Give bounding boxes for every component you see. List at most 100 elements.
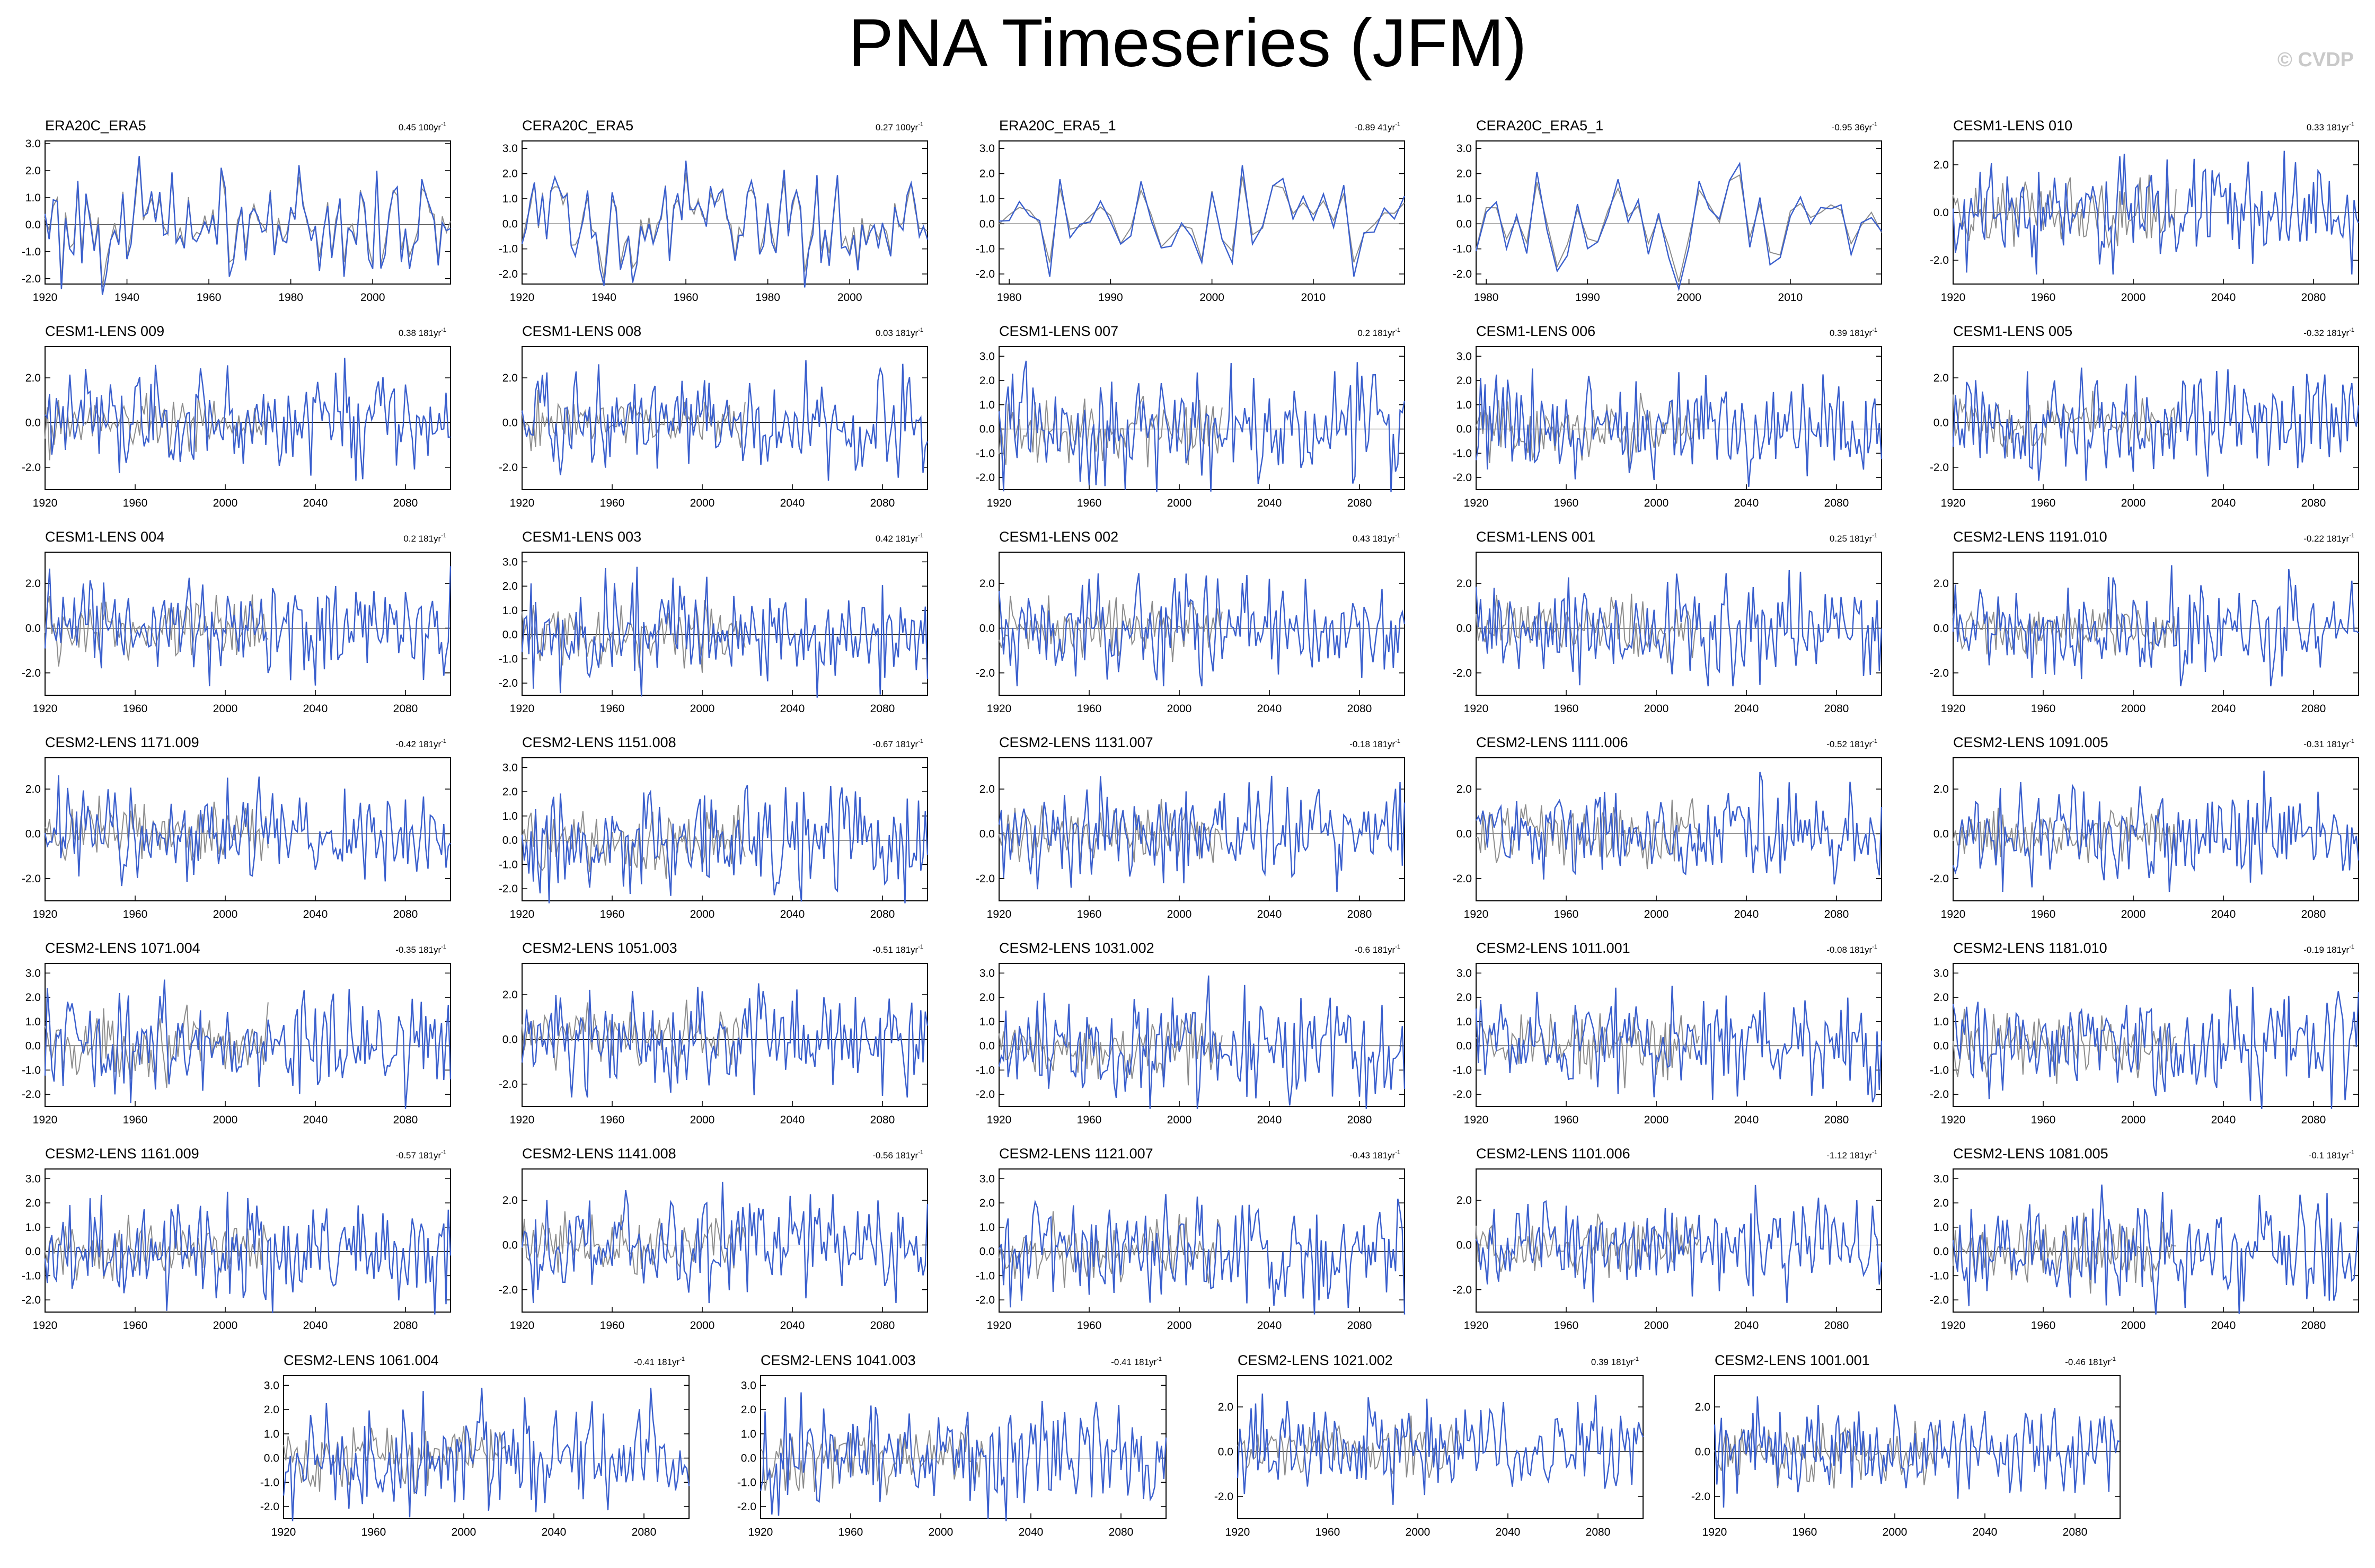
trend-label: -0.95 36yr-1 bbox=[1832, 121, 1877, 132]
panel-title: CESM1-LENS 008 bbox=[522, 323, 641, 339]
x-tick-label: 1920 bbox=[987, 908, 1012, 920]
pna-panel: CESM2-LENS 1061.004 -0.41 181yr-1 3.0 2.0 1.… bbox=[260, 1352, 690, 1538]
y-tick-label: 0.0 bbox=[502, 1239, 518, 1251]
x-tick-label: 1920 bbox=[1702, 1526, 1727, 1538]
y-tick-label: 0.0 bbox=[979, 1246, 995, 1258]
y-tick-label: 0.0 bbox=[25, 417, 41, 429]
reanalysis-line bbox=[44, 156, 451, 295]
x-tick-label: 1920 bbox=[748, 1526, 773, 1538]
y-tick-label: 2.0 bbox=[1933, 372, 1949, 384]
panel-title: CESM2-LENS 1001.001 bbox=[1715, 1352, 1870, 1368]
panel-title: CESM1-LENS 010 bbox=[1953, 118, 2072, 134]
x-tick-label: 2040 bbox=[1496, 1526, 1521, 1538]
x-tick-label: 1960 bbox=[2031, 497, 2056, 509]
y-tick-label: 0.0 bbox=[979, 622, 995, 634]
x-tick-label: 2080 bbox=[2301, 908, 2326, 920]
pna-panel: CESM2-LENS 1191.010 -0.22 181yr-1 2.0 0.0 -2… bbox=[1930, 529, 2359, 715]
panel-title: CESM1-LENS 001 bbox=[1476, 529, 1595, 545]
x-tick-label: 2080 bbox=[393, 1114, 418, 1126]
x-tick-label: 1960 bbox=[838, 1526, 863, 1538]
y-tick-label: 0.0 bbox=[1456, 622, 1472, 634]
x-tick-label: 1960 bbox=[600, 908, 625, 920]
y-tick-label: 2.0 bbox=[502, 168, 518, 180]
plot-frame bbox=[522, 552, 928, 696]
x-tick-label: 1960 bbox=[600, 703, 625, 715]
panel-title: CESM2-LENS 1081.005 bbox=[1953, 1146, 2108, 1162]
x-tick-label: 2000 bbox=[2121, 703, 2146, 715]
model-line bbox=[521, 566, 929, 698]
x-tick-label: 2080 bbox=[1347, 1114, 1372, 1126]
x-tick-label: 2010 bbox=[1301, 291, 1326, 304]
plot-frame bbox=[45, 1168, 451, 1313]
reanalysis-line bbox=[521, 161, 929, 288]
y-tick-label: 0.0 bbox=[1933, 207, 1949, 219]
trend-label: -0.31 181yr-1 bbox=[2303, 738, 2354, 749]
x-tick-label: 1920 bbox=[510, 291, 535, 304]
x-tick-label: 1920 bbox=[987, 1114, 1012, 1126]
y-tick-label: 3.0 bbox=[1933, 1173, 1949, 1185]
x-tick-label: 2000 bbox=[1644, 497, 1669, 509]
y-tick-label: 1.0 bbox=[1456, 193, 1472, 205]
y-tick-label: -1.0 bbox=[260, 1476, 279, 1489]
y-tick-label: -2.0 bbox=[22, 273, 41, 285]
y-tick-label: -1.0 bbox=[976, 447, 995, 459]
y-tick-label: 3.0 bbox=[25, 138, 41, 150]
plot-frame bbox=[522, 757, 928, 901]
x-tick-label: 1960 bbox=[674, 291, 699, 304]
pna-panel: ERA20C_ERA5_1 -0.89 41yr-1 3.0 2.0 1.0 0.0 -1.… bbox=[976, 118, 1406, 304]
pna-panel: CESM2-LENS 1081.005 -0.1 181yr-1 3.0 2.0 1.0… bbox=[1930, 1146, 2360, 1332]
y-tick-label: 0.0 bbox=[502, 629, 518, 641]
y-tick-label: 1.0 bbox=[264, 1428, 279, 1440]
x-tick-label: 1960 bbox=[2031, 1319, 2056, 1332]
y-tick-label: 0.0 bbox=[979, 1040, 995, 1052]
observation-line bbox=[1476, 798, 1700, 870]
pna-panel: CESM1-LENS 004 0.2 181yr-1 2.0 0.0 -2.0 1920 1… bbox=[22, 529, 452, 715]
y-tick-label: -1.0 bbox=[1453, 243, 1472, 255]
y-tick-label: -2.0 bbox=[737, 1501, 756, 1513]
y-tick-label: 2.0 bbox=[502, 1194, 518, 1207]
y-tick-label: 1.0 bbox=[25, 1221, 41, 1234]
y-tick-label: -2.0 bbox=[1453, 873, 1472, 885]
y-tick-label: 3.0 bbox=[1933, 967, 1949, 979]
x-tick-label: 1920 bbox=[510, 908, 535, 920]
x-tick-label: 2000 bbox=[1167, 1319, 1192, 1332]
model-line bbox=[44, 1191, 452, 1315]
x-tick-label: 1980 bbox=[755, 291, 780, 304]
x-tick-label: 2080 bbox=[2301, 291, 2326, 304]
x-tick-label: 2000 bbox=[690, 1319, 715, 1332]
panel-title: CESM1-LENS 006 bbox=[1476, 323, 1595, 339]
x-tick-label: 1960 bbox=[2031, 1114, 2056, 1126]
y-tick-label: 2.0 bbox=[1218, 1401, 1233, 1413]
y-tick-label: 2.0 bbox=[979, 168, 995, 180]
panel-title: CESM1-LENS 009 bbox=[45, 323, 164, 339]
y-tick-label: 0.0 bbox=[25, 828, 41, 840]
y-tick-label: 3.0 bbox=[502, 556, 518, 568]
x-tick-label: 1990 bbox=[1575, 291, 1600, 304]
y-tick-label: 1.0 bbox=[979, 193, 995, 205]
trend-label: -0.19 181yr-1 bbox=[2303, 944, 2354, 955]
x-tick-label: 2040 bbox=[2211, 1114, 2236, 1126]
y-tick-label: -1.0 bbox=[499, 858, 518, 871]
y-tick-label: 2.0 bbox=[979, 783, 995, 795]
x-tick-label: 2000 bbox=[2121, 908, 2146, 920]
x-tick-label: 2080 bbox=[2301, 1114, 2326, 1126]
y-tick-label: -2.0 bbox=[499, 677, 518, 689]
y-tick-label: 2.0 bbox=[25, 1197, 41, 1209]
x-tick-label: 1920 bbox=[1941, 497, 1966, 509]
observation-line bbox=[522, 999, 746, 1071]
y-tick-label: 2.0 bbox=[1456, 578, 1472, 590]
x-tick-label: 1920 bbox=[510, 497, 535, 509]
y-tick-label: -2.0 bbox=[499, 268, 518, 280]
x-tick-label: 2040 bbox=[780, 1114, 805, 1126]
x-tick-label: 2000 bbox=[360, 291, 385, 304]
pna-panel: CESM1-LENS 003 0.42 181yr-1 3.0 2.0 1.0 0.0 -1… bbox=[499, 529, 929, 715]
model-line bbox=[1475, 772, 1883, 885]
pna-panel: CESM2-LENS 1011.001 -0.08 181yr-1 3.0 2.0 1.… bbox=[1453, 940, 1883, 1126]
y-tick-label: 2.0 bbox=[979, 578, 995, 590]
x-tick-label: 2000 bbox=[1199, 291, 1224, 304]
x-tick-label: 2040 bbox=[1019, 1526, 1044, 1538]
y-tick-label: -1.0 bbox=[1453, 447, 1472, 459]
y-tick-label: -1.0 bbox=[1930, 1064, 1949, 1076]
y-tick-label: 3.0 bbox=[1456, 143, 1472, 155]
y-tick-label: -2.0 bbox=[976, 268, 995, 280]
